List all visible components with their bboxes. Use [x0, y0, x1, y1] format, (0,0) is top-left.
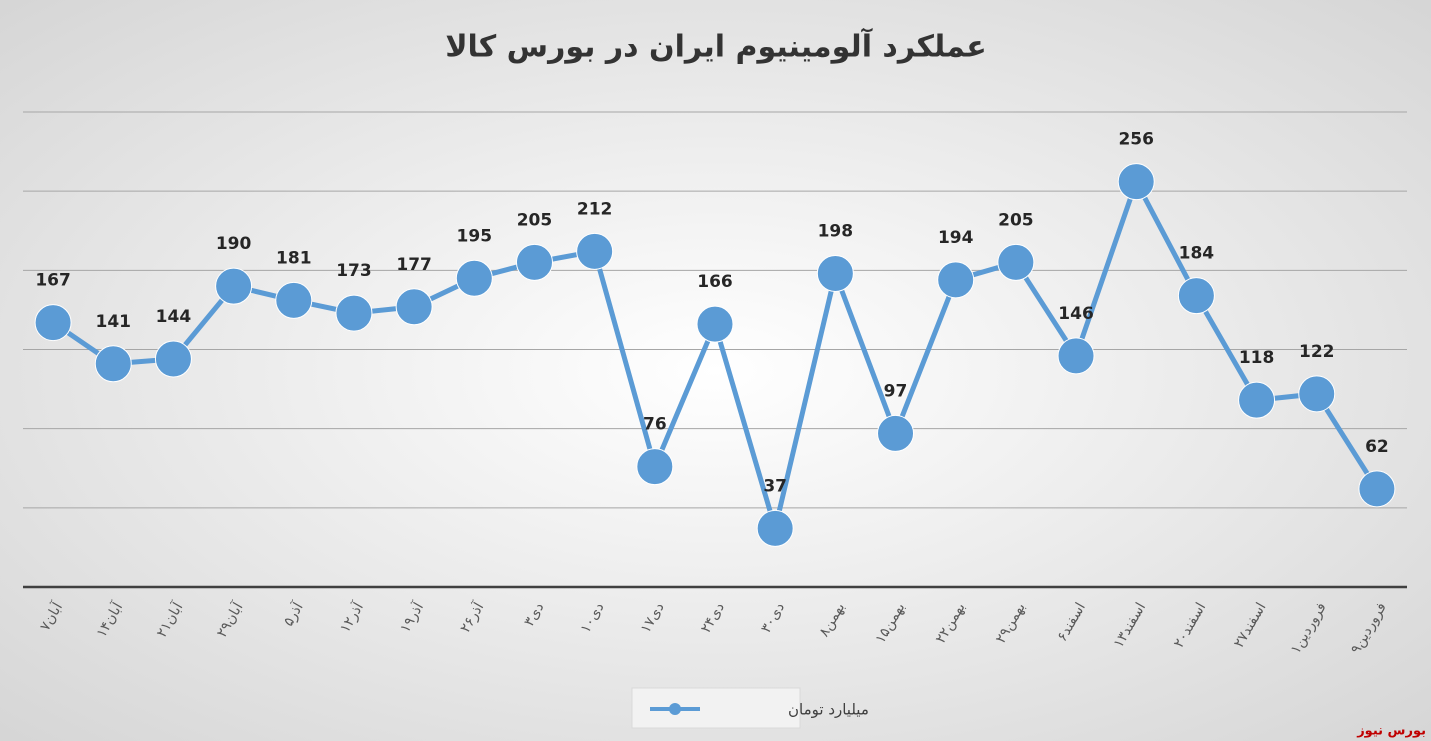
data-label: 195 [457, 226, 493, 246]
data-label: 177 [396, 255, 432, 275]
marker [696, 305, 734, 343]
marker [816, 255, 854, 292]
marker [34, 304, 72, 342]
marker [877, 414, 915, 452]
watermark: بورس نیوز [1356, 724, 1426, 739]
data-label: 167 [35, 271, 71, 291]
data-label: 37 [763, 476, 787, 496]
data-label: 184 [1179, 244, 1215, 264]
marker [1358, 470, 1396, 508]
marker [215, 267, 253, 305]
data-label: 166 [697, 272, 733, 292]
data-label: 62 [1365, 437, 1389, 457]
marker [756, 509, 794, 547]
marker [636, 448, 674, 486]
marker [1117, 163, 1155, 201]
marker [1298, 375, 1336, 413]
marker [515, 243, 553, 281]
marker [576, 232, 614, 270]
data-label: 76 [643, 415, 667, 435]
data-label: 118 [1239, 348, 1275, 368]
data-label: 141 [96, 312, 132, 332]
data-label: 146 [1058, 304, 1094, 324]
data-label: 205 [517, 210, 553, 230]
data-label: 198 [818, 222, 854, 242]
data-label: 144 [156, 307, 192, 327]
marker [154, 340, 192, 378]
marker [1057, 337, 1095, 375]
legend-marker [669, 703, 681, 715]
marker [335, 294, 373, 332]
marker [1238, 381, 1276, 419]
marker [455, 259, 493, 297]
marker [1177, 277, 1215, 315]
data-label: 212 [577, 199, 613, 219]
data-label: 190 [216, 234, 252, 254]
data-label: 97 [884, 381, 908, 401]
data-label: 122 [1299, 342, 1335, 362]
marker [997, 243, 1035, 281]
data-label: 194 [938, 228, 974, 248]
marker [275, 281, 313, 319]
data-label: 173 [336, 261, 372, 281]
marker [395, 288, 433, 326]
marker [94, 345, 132, 383]
data-label: 181 [276, 248, 312, 268]
marker [937, 261, 975, 299]
chart-title: عملکرد آلومینیوم ایران در بورس کالا [445, 28, 987, 65]
data-label: 256 [1118, 130, 1154, 150]
data-label: 205 [998, 210, 1034, 230]
legend-label: میلیارد تومان [788, 701, 869, 719]
